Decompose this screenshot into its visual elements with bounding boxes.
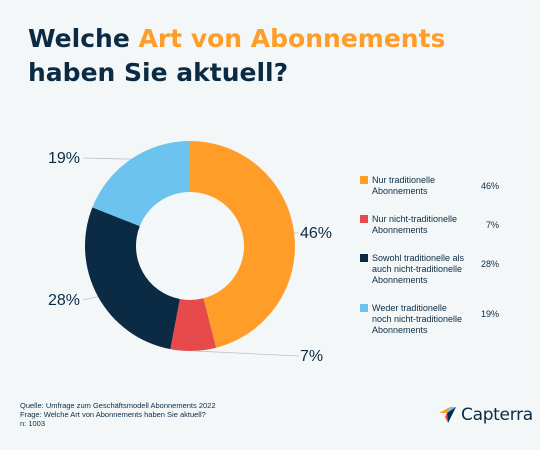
title-part2: haben Sie aktuell? — [28, 58, 289, 87]
legend-item-weder-noch: Weder traditionelle noch nicht-tradition… — [360, 303, 505, 336]
chart-title: Welche Art von Abonnements haben Sie akt… — [28, 22, 518, 90]
legend-swatch — [360, 254, 368, 262]
brand-name: Capterra — [461, 405, 533, 425]
donut-slice — [92, 141, 190, 227]
donut-slice — [190, 141, 296, 348]
chart-legend: Nur traditionelle Abonnements 46% Nur ni… — [360, 175, 505, 353]
legend-swatch — [360, 215, 368, 223]
capterra-logo-icon — [439, 407, 456, 423]
slice-value-label: 19% — [48, 150, 80, 167]
legend-item-nur-nicht-traditionelle: Nur nicht-traditionelle Abonnements 7% — [360, 214, 505, 236]
donut-slice — [84, 207, 180, 350]
chart-footer: Quelle: Umfrage zum Geschäftsmodell Abon… — [20, 401, 216, 428]
title-accent: Art von Abonnements — [138, 24, 446, 53]
slice-value-label: 28% — [48, 292, 80, 309]
legend-value: 28% — [480, 259, 499, 269]
leader-line — [82, 157, 131, 160]
legend-item-nur-traditionelle: Nur traditionelle Abonnements 46% — [360, 175, 505, 197]
leader-line — [193, 350, 300, 357]
leader-line — [82, 296, 99, 301]
donut-slice — [170, 298, 217, 351]
legend-label: Nur nicht-traditionelle Abonnements — [372, 214, 458, 235]
legend-label: Nur traditionelle Abonnements — [372, 175, 436, 196]
title-part1: Welche — [28, 24, 139, 53]
legend-item-sowohl-als-auch: Sowohl traditionelle als auch nicht-trad… — [360, 253, 505, 286]
legend-label: Sowohl traditionelle als auch nicht-trad… — [372, 253, 465, 285]
slice-value-label: 7% — [300, 348, 323, 365]
footer-sample: n: 1003 — [20, 419, 46, 428]
legend-swatch — [360, 176, 368, 184]
footer-source: Quelle: Umfrage zum Geschäftsmodell Abon… — [20, 401, 216, 410]
legend-swatch — [360, 304, 368, 312]
legend-value: 46% — [480, 181, 499, 191]
legend-value: 19% — [480, 309, 499, 319]
legend-label: Weder traditionelle noch nicht-tradition… — [372, 303, 463, 335]
footer-question: Frage: Welche Art von Abonnements haben … — [20, 410, 206, 419]
slice-value-label: 46% — [300, 225, 332, 242]
capterra-brand: Capterra — [438, 405, 533, 425]
legend-value: 7% — [485, 220, 499, 230]
